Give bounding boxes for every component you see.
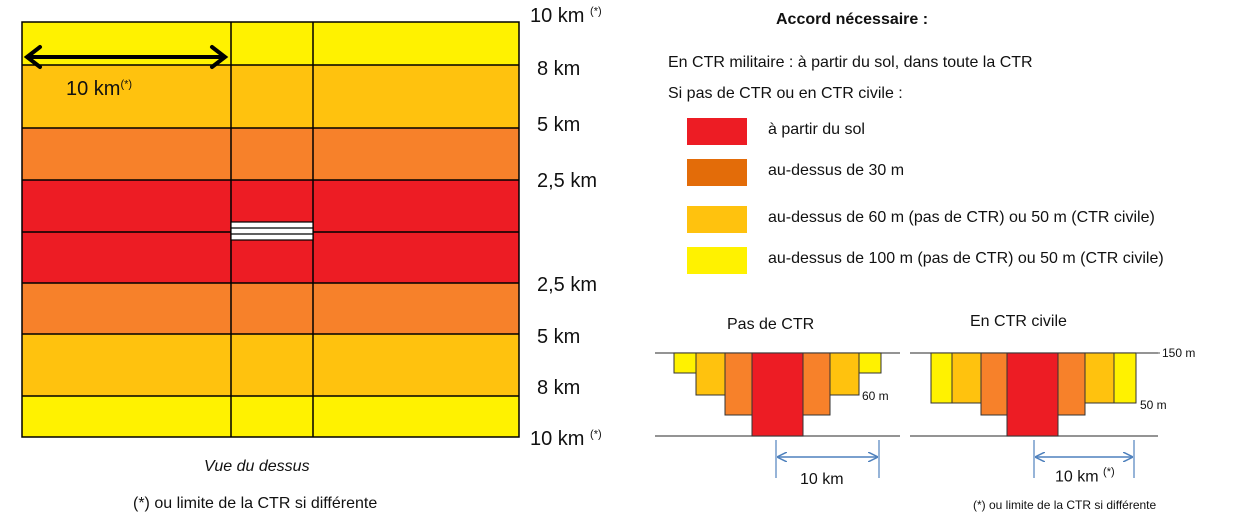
profile-civil-ctr-distance: 10 km (*) [1055, 466, 1115, 486]
distance-label-2-5km-top: 2,5 km [537, 170, 598, 192]
distance-label-10km-top: 10 km (*) [530, 5, 602, 27]
profile-no-ctr [655, 352, 900, 478]
legend-item-yellow: au-dessus de 100 m (pas de CTR) ou 50 m … [768, 250, 1164, 267]
distance-label-8km-bottom: 8 km [537, 377, 581, 399]
profile-no-ctr-title: Pas de CTR [727, 316, 815, 333]
band-light-orange-top [22, 65, 519, 128]
top-view-footnote: (*) ou limite de la CTR si différente [133, 495, 378, 512]
top-view-map [21, 21, 520, 438]
legend-item-red: à partir du sol [768, 121, 865, 138]
legend-swatch-light-orange [687, 206, 747, 233]
profile-label-150m: 150 m [1162, 346, 1196, 360]
distance-label-2-5km-bottom: 2,5 km [537, 274, 598, 296]
top-view-caption: Vue du dessus [204, 458, 310, 475]
legend-swatch-yellow [687, 247, 747, 274]
distance-label-8km-top: 8 km [537, 58, 581, 80]
band-yellow-bottom [22, 396, 519, 437]
legend-civil-ctr: Si pas de CTR ou en CTR civile : [668, 85, 903, 102]
scale-arrow [23, 45, 229, 69]
legend-swatch-red [687, 118, 747, 145]
legend-item-dark-orange: au-dessus de 30 m [768, 162, 905, 179]
legend-title: Accord nécessaire : [776, 11, 929, 28]
distance-label-5km-top: 5 km [537, 114, 581, 136]
legend-swatch-dark-orange [687, 159, 747, 186]
legend-item-light-orange: au-dessus de 60 m (pas de CTR) ou 50 m (… [768, 209, 1155, 226]
legend-military-ctr: En CTR militaire : à partir du sol, dans… [668, 54, 1033, 71]
profile-civil-ctr-title: En CTR civile [970, 313, 1067, 330]
scale-arrow-label: 10 km(*) [66, 78, 133, 100]
profile-label-50m: 50 m [1140, 398, 1167, 412]
band-orange-bottom [22, 283, 519, 334]
distance-label-10km-bottom: 10 km (*) [530, 428, 602, 450]
distance-label-5km-bottom: 5 km [537, 326, 581, 348]
profile-footnote: (*) ou limite de la CTR si différente [973, 498, 1157, 512]
profile-no-ctr-distance: 10 km [800, 471, 844, 488]
runway-symbol [230, 221, 314, 241]
profile-civil-ctr [910, 352, 1160, 478]
profile-label-60m: 60 m [862, 389, 889, 403]
band-orange-top [22, 128, 519, 180]
band-light-orange-bottom [22, 334, 519, 396]
